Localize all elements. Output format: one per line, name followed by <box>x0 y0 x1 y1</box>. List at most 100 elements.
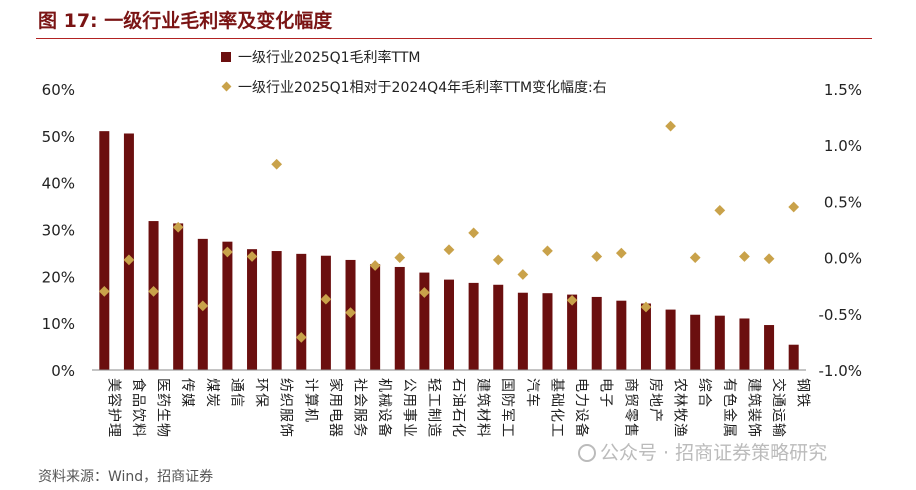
y-right-tick-label: 0.5% <box>824 193 862 211</box>
x-tick-label: 石油石化 <box>450 378 466 438</box>
source-note: 资料来源：Wind，招商证券 <box>38 469 214 485</box>
y-right-tick-label: 1.0% <box>824 137 862 155</box>
diamond-point <box>320 293 332 305</box>
x-tick-label: 有色金属 <box>721 378 738 438</box>
bar <box>320 255 331 370</box>
x-tick-label: 机械设备 <box>376 378 393 438</box>
x-tick-label: 家用电器 <box>327 378 344 438</box>
bar <box>419 272 430 370</box>
bar <box>173 223 184 370</box>
x-tick-label: 房地产 <box>647 378 663 423</box>
y-right-tick-label: -1.0% <box>818 362 862 380</box>
bar <box>640 303 651 370</box>
x-tick-label: 汽车 <box>524 378 541 408</box>
bar <box>616 300 627 370</box>
diamond-point <box>172 221 184 233</box>
bar <box>370 264 381 370</box>
x-tick-label: 电子 <box>598 378 614 408</box>
x-tick-label: 环保 <box>253 378 269 408</box>
y-right-tick-label: 1.5% <box>824 81 862 99</box>
title-rule <box>36 38 872 39</box>
legend-diamond-label: 一级行业2025Q1相对于2024Q4年毛利率TTM变化幅度:右 <box>238 79 607 96</box>
diamond-point <box>222 246 233 258</box>
y-right-tick-label: -0.5% <box>818 306 862 324</box>
diamond-point <box>394 252 406 263</box>
diamond-point <box>345 307 356 319</box>
bar <box>690 314 701 370</box>
x-tick-label: 综合 <box>696 378 712 408</box>
x-tick-label: 公用事业 <box>401 378 417 438</box>
bar <box>222 241 233 370</box>
y-left-tick-label: 10% <box>42 315 75 333</box>
diamond-point <box>517 269 529 280</box>
x-tick-label: 纺织服饰 <box>278 378 294 438</box>
x-tick-label: 计算机 <box>302 378 318 423</box>
x-tick-label: 建筑装饰 <box>745 378 761 438</box>
diamond-point <box>295 332 307 343</box>
x-tick-label: 商贸零售 <box>622 378 638 438</box>
y-left-tick-label: 20% <box>42 268 75 286</box>
diamond-point <box>492 254 504 266</box>
bar <box>394 266 405 370</box>
bar <box>493 284 504 370</box>
diamond-point <box>148 285 159 297</box>
y-left-tick-label: 0% <box>51 362 75 380</box>
diamond-point <box>271 158 283 170</box>
bar <box>271 251 282 370</box>
bar <box>468 282 479 370</box>
bar <box>591 296 602 370</box>
y-left-tick-label: 50% <box>42 128 75 146</box>
wechat-icon <box>578 444 596 462</box>
legend-bar-swatch <box>221 52 231 62</box>
y-left-tick-label: 40% <box>42 175 75 193</box>
x-tick-label: 建筑材料 <box>475 378 491 438</box>
diamond-point <box>788 201 800 213</box>
diamond-point <box>591 251 603 262</box>
diamond-point <box>542 245 553 257</box>
bar <box>517 292 528 370</box>
x-tick-label: 美容护理 <box>105 378 122 438</box>
bar <box>444 279 454 370</box>
diamond-point <box>665 120 676 132</box>
bar <box>714 315 725 370</box>
diamond-point <box>369 260 381 271</box>
bar <box>542 293 553 370</box>
diamond-point <box>689 252 701 263</box>
bar <box>739 318 750 370</box>
legend-bar-label: 一级行业2025Q1毛利率TTM <box>238 49 421 66</box>
x-tick-labels: 美容护理 食品饮料 医药生物 传媒 煤炭 通信 环保 纺织服饰 计算机 家用电器 社会服务 机械设备公… <box>105 378 810 438</box>
x-tick-label: 钢铁 <box>795 378 811 408</box>
x-tick-label: 国防军工 <box>499 378 515 438</box>
y-right-tick-label: 0.0% <box>824 250 862 268</box>
diamond-point <box>246 251 258 262</box>
bar <box>665 309 676 370</box>
bar <box>247 249 258 370</box>
x-tick-label: 通信 <box>228 378 244 408</box>
diamond-series <box>98 120 800 343</box>
bar <box>296 253 307 370</box>
diamond-point <box>98 285 110 297</box>
figure-title: 图 17: 一级行业毛利率及变化幅度 <box>38 10 333 32</box>
diamond-point <box>197 300 209 312</box>
legend: 一级行业2025Q1毛利率TTM 一级行业2025Q1相对于2024Q4年毛利率T… <box>221 49 607 96</box>
bar <box>764 325 775 370</box>
diamond-point <box>739 251 750 262</box>
x-tick-label: 医药生物 <box>155 378 171 438</box>
x-tick-label: 基础化工 <box>548 378 565 438</box>
x-tick-label: 社会服务 <box>352 378 368 438</box>
legend-diamond-swatch <box>221 81 232 92</box>
diamond-point <box>123 254 135 266</box>
watermark: 公众号 · 招商证券策略研究 <box>578 438 827 465</box>
bar <box>123 133 134 370</box>
bar <box>567 294 578 370</box>
x-tick-label: 食品饮料 <box>130 378 147 438</box>
diamond-point <box>468 227 479 239</box>
y-axis-left: 0% 10% 20% 30% 40% 50% 60% <box>42 81 75 380</box>
diamond-point <box>714 205 726 216</box>
x-tick-label: 传媒 <box>179 378 195 408</box>
y-left-tick-label: 30% <box>42 222 75 240</box>
x-tick-label: 农林牧渔 <box>672 378 688 438</box>
bar <box>99 131 110 370</box>
